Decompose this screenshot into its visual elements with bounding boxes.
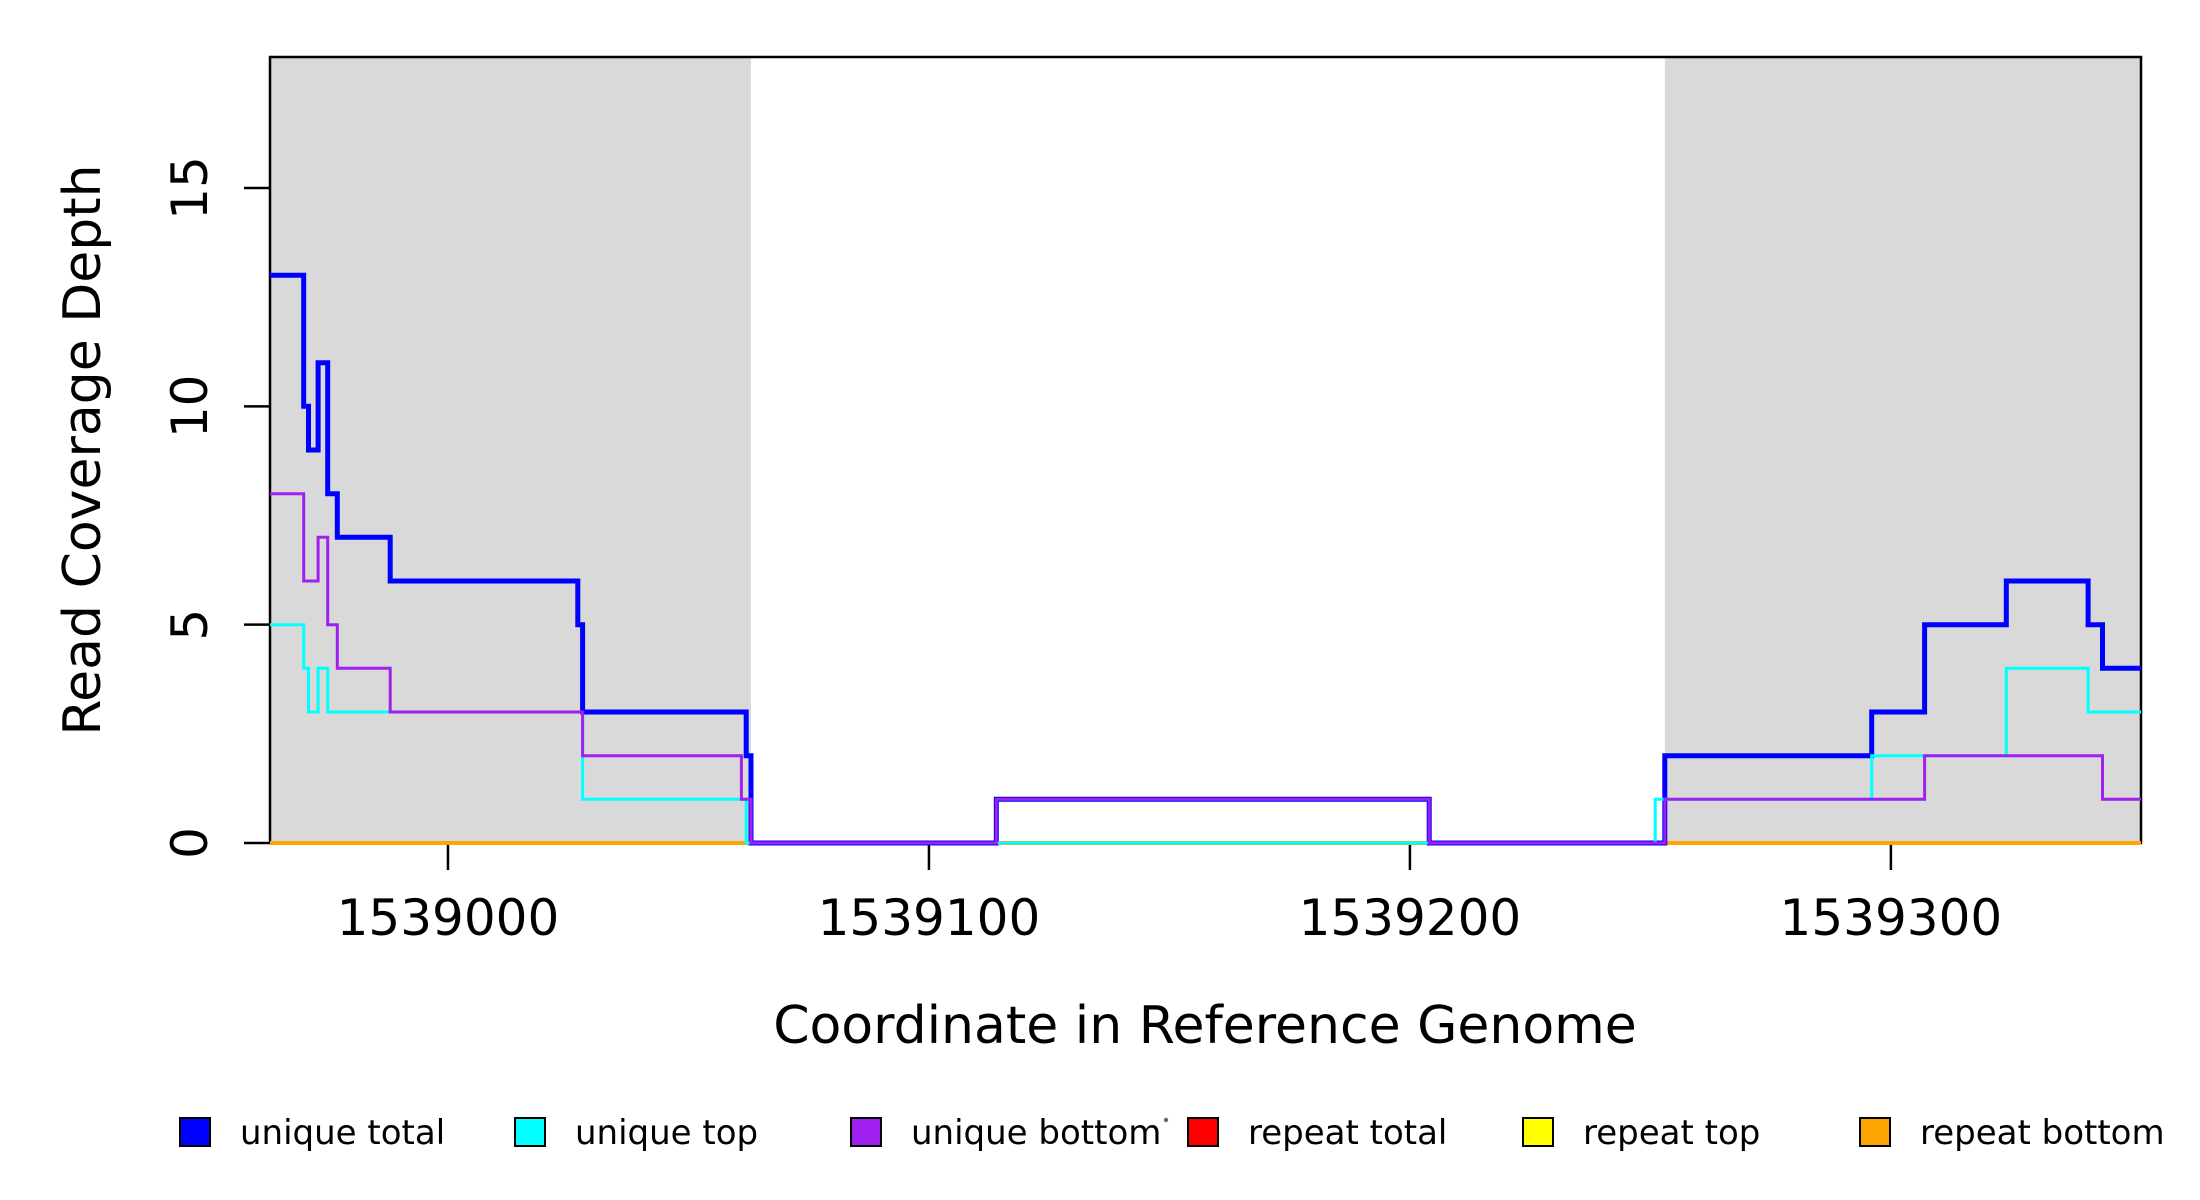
shaded-regions-layer — [270, 57, 2141, 843]
legend-item-unique-top: unique top — [514, 1113, 758, 1153]
stray-dot-artifact — [1163, 1117, 1169, 1123]
legend-swatch-unique-bottom — [850, 1117, 882, 1147]
y-tick-label: 0 — [161, 827, 219, 859]
shaded-region-2 — [1664, 57, 2141, 843]
y-tick-label: 10 — [161, 375, 219, 439]
legend-label-repeat-top: repeat top — [1583, 1113, 1760, 1153]
legend-item-repeat-total: repeat total — [1187, 1113, 1447, 1153]
legend-label-unique-top: unique top — [575, 1113, 758, 1153]
x-tick-label: 1539100 — [818, 889, 1041, 947]
legend-label-unique-total: unique total — [240, 1113, 445, 1153]
legend-item-unique-bottom: unique bottom — [850, 1113, 1161, 1153]
y-axis-title: Read Coverage Depth — [53, 164, 113, 735]
x-tick-label: 1539000 — [337, 889, 560, 947]
x-tick-label: 1539200 — [1299, 889, 1522, 947]
axes-layer: 1539000 1539100 1539200 1539300 0 5 10 15 — [161, 55, 2143, 947]
legend-label-repeat-bottom: repeat bottom — [1920, 1113, 2165, 1153]
axis-titles-layer: Coordinate in Reference Genome Read Cove… — [53, 164, 1637, 1056]
legend-swatch-repeat-bottom — [1859, 1117, 1891, 1147]
y-tick-label: 15 — [161, 156, 219, 220]
legend-item-repeat-top: repeat top — [1522, 1113, 1760, 1153]
series-line-unique-bottom — [270, 492, 2141, 845]
y-tick-label: 5 — [161, 609, 219, 641]
x-axis-title: Coordinate in Reference Genome — [773, 996, 1637, 1056]
legend-swatch-repeat-total — [1187, 1117, 1219, 1147]
legend-swatch-unique-top — [514, 1117, 546, 1147]
legend-swatch-repeat-top — [1522, 1117, 1554, 1147]
series-layer — [270, 272, 2141, 846]
legend-label-unique-bottom: unique bottom — [911, 1113, 1161, 1153]
legend-swatch-unique-total — [179, 1117, 211, 1147]
legend-item-repeat-bottom: repeat bottom — [1859, 1113, 2165, 1153]
legend-label-repeat-total: repeat total — [1248, 1113, 1447, 1153]
legend-item-unique-total: unique total — [179, 1113, 445, 1153]
series-line-unique-total — [270, 272, 2141, 846]
shaded-region-1 — [270, 57, 751, 843]
series-line-unique-top — [270, 623, 2141, 845]
legend-layer: unique total unique top unique bottom repea… — [179, 1113, 2165, 1153]
x-tick-label: 1539300 — [1780, 889, 2003, 947]
